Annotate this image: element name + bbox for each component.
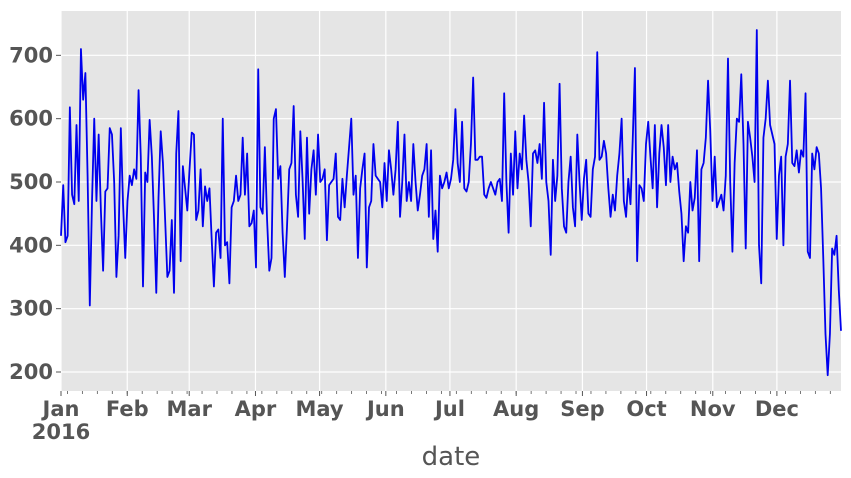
x-tick-label: Oct <box>626 397 666 421</box>
y-tick-label: 200 <box>9 360 53 384</box>
y-tick-label: 600 <box>9 107 53 131</box>
x-axis-title: date <box>422 442 481 472</box>
y-tick-label: 400 <box>9 233 53 257</box>
x-tick-label: Sep <box>560 397 604 421</box>
series-line <box>60 29 842 377</box>
x-year-label: 2016 <box>32 420 90 444</box>
x-tick-label: Aug <box>493 397 539 421</box>
x-tick-label: Jan <box>41 397 80 421</box>
x-tick-label: Nov <box>690 397 736 421</box>
x-tick-label: Mar <box>167 397 213 421</box>
minor-ticks <box>67 391 831 394</box>
y-tick-label: 500 <box>9 170 53 194</box>
y-tick-label: 700 <box>9 43 53 67</box>
x-tick-label: Apr <box>235 397 277 421</box>
y-tick-labels: 200 300 400 500 600 700 <box>9 43 61 384</box>
x-tick-label: Jul <box>433 397 465 421</box>
y-tick-label: 300 <box>9 297 53 321</box>
x-tick-label: May <box>296 397 344 421</box>
plot-background <box>61 11 841 391</box>
x-tick-labels: Jan Feb Mar Apr May Jun Jul Aug Sep Oct Nov Dec <box>41 391 799 421</box>
x-tick-label: Dec <box>755 397 799 421</box>
x-tick-label: Feb <box>106 397 149 421</box>
x-tick-label: Jun <box>365 397 405 421</box>
